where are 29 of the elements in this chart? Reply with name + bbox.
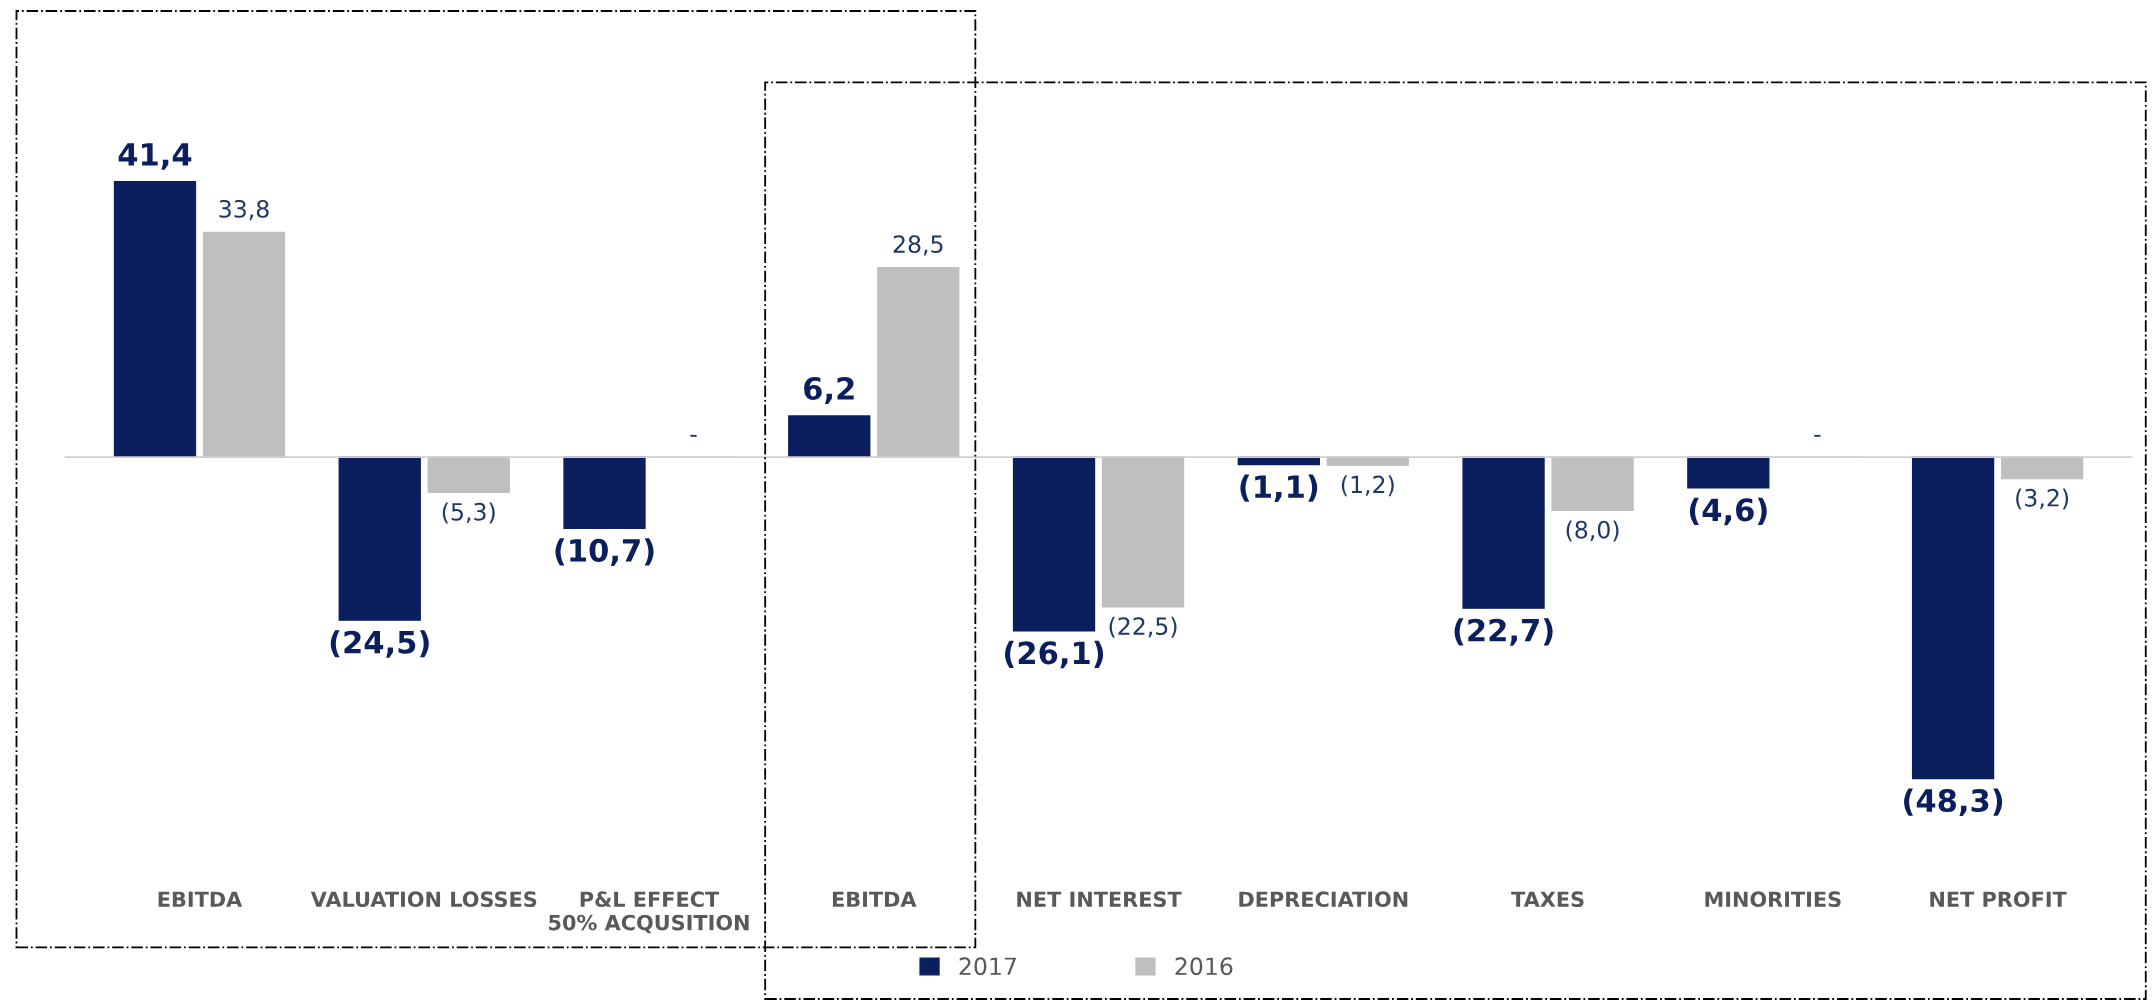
data-label: 33,8: [219, 199, 269, 221]
data-label: (26,1): [1005, 640, 1104, 669]
data-label: -: [1814, 434, 1821, 437]
legend-label: 2017: [959, 957, 1016, 976]
data-label: 6,2: [804, 376, 854, 404]
data-label: (48,3): [1904, 788, 2003, 816]
data-label: (22,5): [1109, 616, 1177, 638]
data-label: 28,5: [893, 235, 943, 256]
data-label: (1,1): [1240, 474, 1318, 503]
x-tick-label: EBITDA: [158, 891, 243, 907]
legend-label: 2016: [1175, 957, 1233, 976]
data-label: -: [690, 434, 697, 437]
data-label: (5,3): [442, 502, 495, 524]
data-label: (10,7): [555, 538, 654, 566]
x-tick-label: DEPRECIATION: [1239, 891, 1408, 908]
x-tick-label: EBITDA: [832, 891, 917, 907]
data-label: (24,5): [330, 630, 429, 658]
x-tick-label: P&L EFFECT 50% ACQUSITION: [549, 891, 749, 934]
x-tick-label: TAXES: [1511, 891, 1584, 908]
x-tick-label: NET INTEREST: [1017, 891, 1182, 908]
x-tick-label: VALUATION LOSSES: [310, 891, 537, 908]
data-label: (4,6): [1689, 497, 1767, 526]
data-label: (1,2): [1341, 475, 1394, 497]
x-tick-label: NET PROFIT: [1930, 891, 2067, 908]
data-label: (8,0): [1566, 520, 1619, 542]
data-label: 41,4: [118, 143, 192, 170]
data-label: (3,2): [2016, 488, 2069, 510]
x-tick-label: MINORITIES: [1705, 891, 1841, 908]
data-label: (22,7): [1454, 618, 1553, 646]
